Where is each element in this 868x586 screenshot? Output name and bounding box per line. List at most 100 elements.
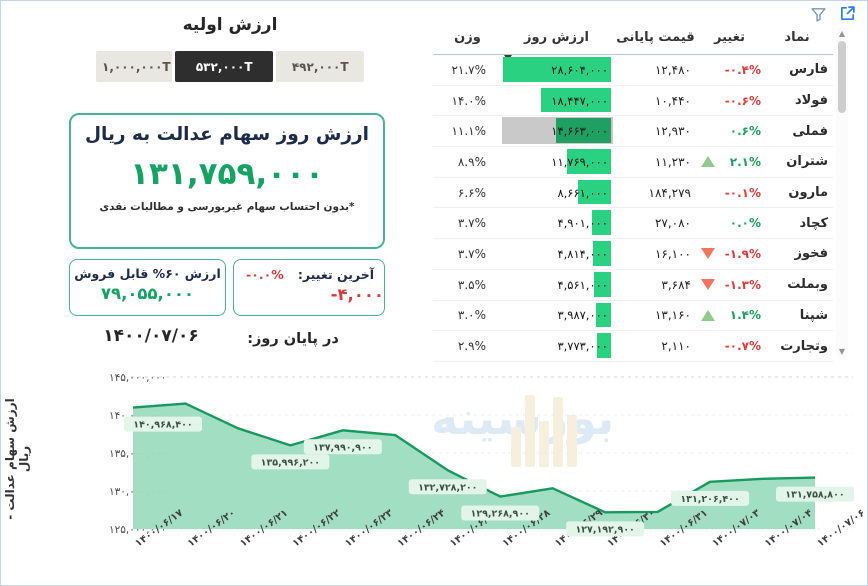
change-cell: -۰.۴% — [698, 63, 761, 77]
table-row[interactable]: شتران ۲.۱% ۱۱,۲۳۰ ۱۱,۷۶۹,۰۰۰ ۸.۹% — [433, 147, 833, 178]
day-end-label: در پایان روز: — [247, 331, 339, 347]
day-value-cell: ۲۸,۶۰۴,۰۰۰ — [500, 55, 613, 85]
change-cell: -۰.۷% — [698, 339, 761, 353]
close-price-cell: ۱۸۴,۲۷۹ — [648, 185, 692, 200]
value-bar-label: ۳,۷۷۳,۰۰۰ — [557, 339, 608, 354]
change-cell: -۰.۱% — [698, 186, 761, 200]
table-scrollbar[interactable]: ▲ ▼ — [836, 27, 848, 359]
change-percent: ۲.۱% — [729, 154, 761, 169]
weight-cell: ۲.۹% — [457, 339, 486, 354]
svg-text:۱۳۱,۷۵۸,۸۰۰: ۱۳۱,۷۵۸,۸۰۰ — [785, 490, 844, 501]
filter-button[interactable] — [809, 6, 827, 24]
day-end-date: ۱۴۰۰/۰۷/۰۶ — [103, 326, 199, 346]
svg-text:۱۲۹,۲۶۸,۹۰۰: ۱۲۹,۲۶۸,۹۰۰ — [471, 509, 530, 520]
area-chart[interactable]: ۱۴۵,۰۰۰,۰۰۰۱۴۰,۰۰۰,۰۰۰۱۳۵,۰۰۰,۰۰۰۱۳۰,۰۰۰… — [5, 363, 865, 586]
day-value-cell: ۸,۶۶۱,۰۰۰ — [500, 178, 613, 208]
sellable-value-title: ارزش ۶۰% قابل فروش — [74, 266, 221, 281]
table-row[interactable]: فولاد -۰.۶% ۱۰,۴۴۰ ۱۸,۴۴۷,۰۰۰ ۱۴.۰% — [433, 86, 833, 117]
value-bar-label: ۳,۹۸۷,۰۰۰ — [557, 308, 608, 323]
value-bar — [556, 118, 611, 144]
day-value-cell: ۳,۷۷۳,۰۰۰ — [500, 331, 613, 361]
value-bar-label: ۱۴,۶۶۳,۰۰۰ — [551, 124, 608, 139]
svg-text:۱۳۲,۷۲۸,۲۰۰: ۱۳۲,۷۲۸,۲۰۰ — [418, 482, 477, 493]
close-price-cell: ۱۱,۲۳۰ — [654, 154, 691, 169]
svg-text:۱۳۱,۲۰۶,۴۰۰: ۱۳۱,۲۰۶,۴۰۰ — [680, 494, 739, 505]
main-value-title: ارزش روز سهام عدالت به ریال — [84, 124, 370, 145]
initial-value-option-532000[interactable]: ۵۳۲,۰۰۰T — [175, 51, 274, 82]
last-change-amount: -۴,۰۰۰ — [330, 285, 384, 304]
initial-value-option-1000000[interactable]: ۱,۰۰۰,۰۰۰T — [96, 51, 172, 82]
trend-triangle-icon — [701, 248, 715, 260]
header-change[interactable]: تغییر — [714, 30, 745, 45]
value-bar — [597, 333, 611, 358]
close-price-cell: ۲۷,۰۸۰ — [654, 216, 691, 231]
value-bar — [567, 149, 611, 174]
weight-cell: ۳.۰% — [457, 308, 486, 323]
close-price-cell: ۳,۶۸۴ — [661, 277, 691, 292]
table-row[interactable]: مارون -۰.۱% ۱۸۴,۲۷۹ ۸,۶۶۱,۰۰۰ ۶.۶% — [433, 178, 833, 209]
header-symbol[interactable]: نماد — [784, 30, 810, 45]
table-row[interactable]: فارس -۰.۴% ۱۲,۴۸۰ ۲۸,۶۰۴,۰۰۰ ۲۱.۷% — [433, 55, 833, 86]
header-close-price[interactable]: قیمت پایانی — [616, 30, 695, 45]
close-price-cell: ۱۶,۱۰۰ — [654, 246, 691, 261]
day-value-cell: ۱۱,۷۶۹,۰۰۰ — [500, 147, 613, 177]
change-percent: ۰.۶% — [729, 124, 761, 139]
header-weight[interactable]: وزن — [454, 30, 481, 45]
close-price-cell: ۱۲,۹۳۰ — [654, 124, 691, 139]
last-change-percent: -۰.۰% — [246, 267, 284, 282]
scrollbar-thumb[interactable] — [838, 41, 846, 113]
main-value-amount: ۱۳۱,۷۵۹,۰۰۰ — [130, 156, 324, 192]
close-price-cell: ۱۰,۴۴۰ — [654, 93, 691, 108]
header-day-value-label: ارزش روز — [524, 30, 589, 45]
change-percent: -۰.۷% — [724, 339, 761, 354]
change-percent: ۱.۴% — [729, 308, 761, 323]
change-percent: -۱.۹% — [724, 246, 761, 261]
last-change-title: آخرین تغییر: — [297, 267, 374, 282]
value-bar-label: ۴,۸۱۴,۰۰۰ — [557, 246, 608, 261]
day-value-cell: ۴,۵۶۱,۰۰۰ — [500, 270, 613, 300]
weight-cell: ۳.۵% — [457, 277, 486, 292]
initial-value-option-492000[interactable]: ۴۹۲,۰۰۰T — [276, 51, 364, 82]
expand-button[interactable] — [838, 5, 856, 23]
main-value-footnote: *بدون احتساب سهام غیربورسی و مطالبات نقد… — [99, 201, 355, 213]
svg-text:۱۲۷,۱۹۲,۹۰۰: ۱۲۷,۱۹۲,۹۰۰ — [575, 524, 634, 535]
symbol-cell: وتجارت — [780, 338, 828, 354]
table-row[interactable]: وبملت -۱.۳% ۳,۶۸۴ ۴,۵۶۱,۰۰۰ ۳.۵% — [433, 270, 833, 301]
value-bar — [578, 179, 611, 205]
weight-cell: ۱۴.۰% — [451, 93, 486, 108]
value-bar-label: ۲۸,۶۰۴,۰۰۰ — [551, 62, 608, 77]
initial-value-title: ارزش اولیه — [182, 15, 278, 35]
main-value-card: ارزش روز سهام عدالت به ریال ۱۳۱,۷۵۹,۰۰۰ … — [69, 113, 385, 249]
sellable-value-amount: ۷۹,۰۵۵,۰۰۰ — [100, 284, 195, 303]
value-bar-label: ۴,۹۰۱,۰۰۰ — [557, 216, 608, 231]
change-cell: ۲.۱% — [698, 155, 761, 169]
table-row[interactable]: وتجارت -۰.۷% ۲,۱۱۰ ۳,۷۷۳,۰۰۰ ۲.۹% — [433, 331, 833, 362]
value-bar-label: ۸,۶۶۱,۰۰۰ — [557, 185, 608, 200]
svg-text:۱۴۵,۰۰۰,۰۰۰: ۱۴۵,۰۰۰,۰۰۰ — [109, 372, 166, 384]
svg-text:۱۴۰۰/۰۷/۰۶: ۱۴۰۰/۰۷/۰۶ — [815, 508, 865, 550]
symbols-table: نماد تغییر قیمت پایانی ارزش روز وزن فارس… — [433, 21, 833, 362]
header-day-value[interactable]: ارزش روز — [500, 30, 613, 61]
value-bar — [503, 57, 611, 82]
scroll-down-icon[interactable]: ▼ — [838, 347, 846, 356]
change-cell: ۰.۶% — [698, 124, 761, 138]
change-cell: ۰.۰% — [698, 216, 761, 230]
change-percent: ۰.۰% — [729, 216, 761, 231]
table-row[interactable]: فملی ۰.۶% ۱۲,۹۳۰ ۱۴,۶۶۳,۰۰۰ ۱۱.۱% — [433, 116, 833, 148]
day-value-cell: ۳,۹۸۷,۰۰۰ — [500, 301, 613, 331]
svg-text:۱۳۵,۹۹۶,۲۰۰: ۱۳۵,۹۹۶,۲۰۰ — [261, 457, 320, 468]
scroll-up-icon[interactable]: ▲ — [838, 29, 846, 38]
sellable-value-card: ارزش ۶۰% قابل فروش ۷۹,۰۵۵,۰۰۰ — [69, 259, 226, 316]
symbol-cell: فملی — [792, 123, 828, 139]
table-row[interactable]: کچاد ۰.۰% ۲۷,۰۸۰ ۴,۹۰۱,۰۰۰ ۳.۷% — [433, 208, 833, 240]
table-row[interactable]: شپنا ۱.۴% ۱۳,۱۶۰ ۳,۹۸۷,۰۰۰ ۳.۰% — [433, 301, 833, 332]
change-cell: -۱.۹% — [698, 247, 761, 261]
value-bar — [594, 271, 611, 297]
table-row[interactable]: فخوز -۱.۹% ۱۶,۱۰۰ ۴,۸۱۴,۰۰۰ ۳.۷% — [433, 239, 833, 270]
svg-text:۱۴۰,۹۶۸,۴۰۰: ۱۴۰,۹۶۸,۴۰۰ — [133, 420, 192, 431]
weight-cell: ۳.۷% — [457, 246, 486, 261]
change-cell: -۰.۶% — [698, 94, 761, 108]
open-in-new-icon — [839, 6, 856, 25]
change-percent: -۰.۴% — [724, 62, 761, 77]
